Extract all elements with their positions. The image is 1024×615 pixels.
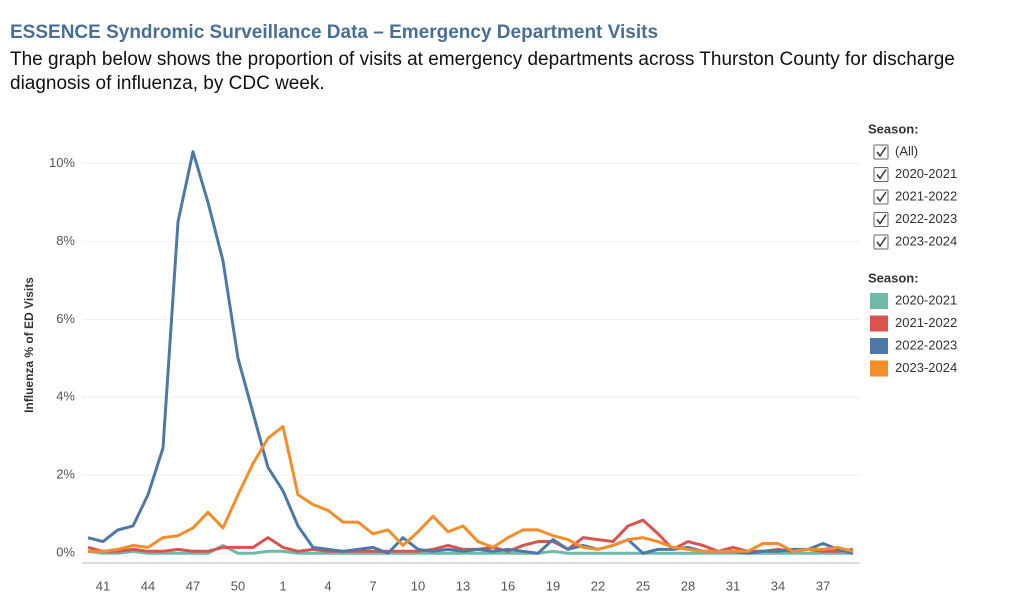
filter-option[interactable]: 2021-2022 (895, 188, 957, 203)
x-tick-label: 37 (816, 578, 830, 593)
x-tick-label: 10 (411, 578, 425, 593)
x-tick-label: 13 (456, 578, 470, 593)
series-line (88, 425, 854, 553)
x-tick-label: 50 (231, 578, 245, 593)
x-tick-label: 22 (591, 578, 605, 593)
x-tick-label: 31 (726, 578, 740, 593)
x-tick-label: 1 (279, 578, 286, 593)
legend-swatch (870, 315, 888, 332)
legend-label[interactable]: 2023-2024 (895, 360, 957, 375)
filter-title: Season: (868, 121, 919, 136)
y-tick-label: 8% (56, 233, 75, 248)
x-tick-label: 34 (771, 578, 785, 593)
legend-title: Season: (868, 270, 919, 285)
checkmark (876, 236, 887, 248)
series-line (87, 150, 854, 555)
checkmark (876, 191, 887, 203)
x-tick-label: 19 (546, 578, 560, 593)
y-tick-label: 2% (56, 467, 75, 482)
x-tick-label: 25 (636, 578, 650, 593)
x-tick-label: 44 (141, 578, 155, 593)
x-tick-label: 16 (501, 578, 515, 593)
checkmark (876, 169, 887, 180)
x-tick-label: 41 (96, 578, 110, 593)
legend-label[interactable]: 2020-2021 (895, 292, 957, 307)
checkmark (876, 214, 887, 225)
y-tick-label: 6% (56, 311, 75, 326)
legend-label[interactable]: 2022-2023 (895, 337, 957, 352)
x-tick-label: 4 (324, 578, 331, 593)
legend-swatch (870, 338, 888, 354)
filter-option[interactable]: (All) (895, 143, 918, 158)
filter-option[interactable]: 2022-2023 (895, 211, 957, 226)
x-tick-label: 28 (681, 578, 695, 593)
y-axis-label: Influenza % of ED Visits (22, 277, 36, 413)
y-tick-label: 0% (56, 545, 75, 560)
filter-option[interactable]: 2020-2021 (895, 166, 957, 181)
x-tick-label: 7 (369, 578, 376, 593)
legend-swatch (870, 360, 888, 377)
checkmark (876, 146, 887, 158)
y-tick-label: 10% (49, 155, 75, 170)
page-description: The graph below shows the proportion of … (10, 49, 955, 94)
page-title: ESSENCE Syndromic Surveillance Data – Em… (10, 22, 659, 43)
filter-option[interactable]: 2023-2024 (895, 233, 957, 248)
legend-label[interactable]: 2021-2022 (895, 315, 957, 330)
legend-swatch (870, 293, 888, 309)
x-tick-label: 47 (186, 578, 200, 593)
y-tick-label: 4% (56, 389, 75, 404)
